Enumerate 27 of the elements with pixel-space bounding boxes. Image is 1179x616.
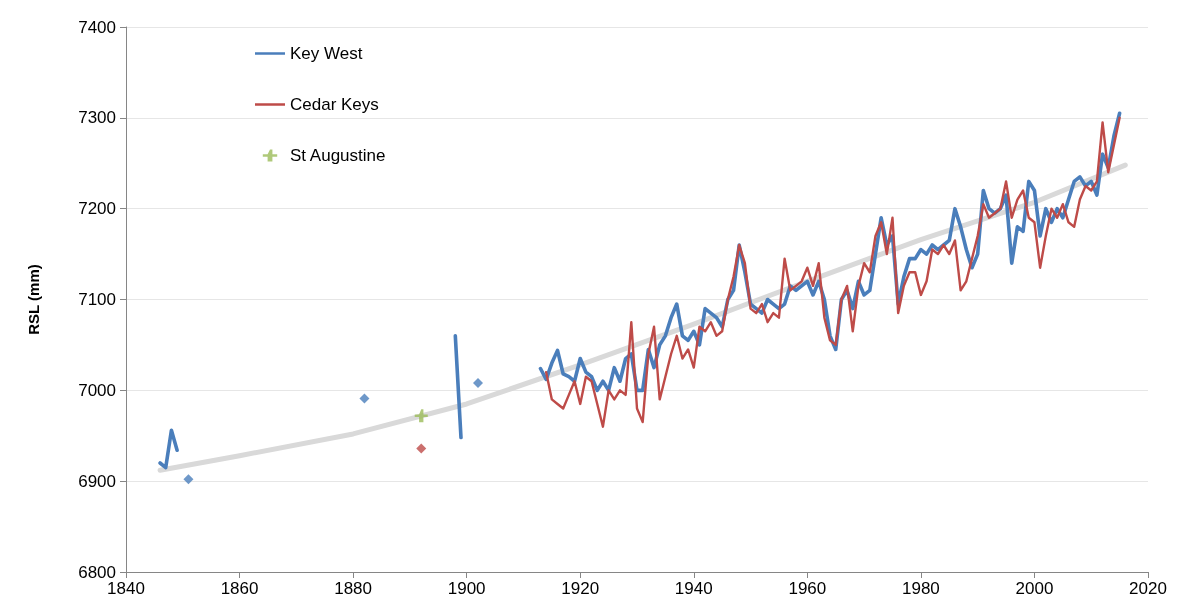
x-tick-label: 1940 xyxy=(674,579,713,598)
point xyxy=(359,393,370,404)
point xyxy=(416,443,427,454)
y-tick-label: 7300 xyxy=(78,108,116,128)
x-tick-label: 2020 xyxy=(1129,579,1167,598)
y-tick-label: 7200 xyxy=(78,199,116,219)
y-axis-title: RSL (mm) xyxy=(25,264,42,335)
x-tick-label: 1840 xyxy=(107,579,145,598)
legend-label: St Augustine xyxy=(290,146,386,165)
y-tick-label: 7000 xyxy=(78,380,116,400)
point xyxy=(183,474,194,485)
point xyxy=(414,409,428,423)
line-series xyxy=(544,116,1121,428)
y-tick-label: 7400 xyxy=(78,17,116,37)
legend-label: Key West xyxy=(290,44,363,63)
y-tick-label: 6900 xyxy=(78,471,116,491)
point xyxy=(473,378,484,389)
x-tick-label: 1960 xyxy=(788,579,827,598)
x-tick-label: 1900 xyxy=(447,579,486,598)
x-tick-label: 1980 xyxy=(901,579,940,598)
x-tick-label: 2000 xyxy=(1015,579,1054,598)
y-tick-label: 7100 xyxy=(78,290,116,309)
legend-label: Cedar Keys xyxy=(290,95,379,114)
x-tick-label: 1860 xyxy=(220,579,259,598)
y-tick-label: 6800 xyxy=(78,562,116,582)
x-tick-label: 1880 xyxy=(334,579,373,598)
x-tick-label: 1920 xyxy=(561,579,600,598)
